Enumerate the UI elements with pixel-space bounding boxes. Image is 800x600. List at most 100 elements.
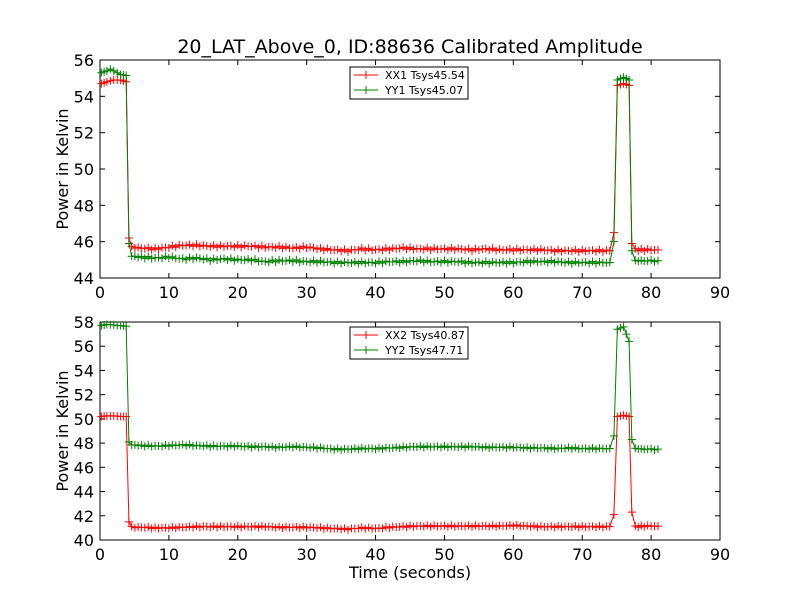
data-point bbox=[168, 252, 177, 261]
data-point bbox=[275, 255, 284, 264]
data-point bbox=[627, 246, 636, 255]
data-point bbox=[419, 443, 428, 452]
data-point bbox=[561, 444, 569, 453]
data-point bbox=[423, 256, 432, 265]
data-point bbox=[326, 444, 335, 453]
data-point bbox=[478, 245, 487, 254]
data-point bbox=[474, 258, 483, 267]
data-point bbox=[495, 258, 504, 267]
data-point bbox=[226, 241, 235, 250]
data-point bbox=[402, 258, 411, 267]
data-point bbox=[195, 523, 204, 532]
data-point bbox=[547, 245, 556, 254]
data-point bbox=[495, 443, 504, 452]
data-point bbox=[412, 443, 421, 452]
data-point bbox=[337, 445, 346, 454]
data-point bbox=[499, 442, 507, 451]
data-point bbox=[330, 259, 339, 268]
data-point bbox=[375, 245, 383, 254]
data-point bbox=[447, 257, 456, 266]
data-point bbox=[381, 257, 390, 266]
data-point bbox=[540, 257, 549, 266]
data-point bbox=[561, 258, 569, 267]
data-point bbox=[419, 522, 428, 531]
data-point bbox=[605, 522, 614, 531]
data-point bbox=[509, 259, 518, 268]
y-tick-label: 44 bbox=[74, 483, 94, 502]
legend: XX2 Tsys40.87 YY2 Tsys47.71 bbox=[349, 326, 469, 360]
data-point bbox=[368, 246, 377, 255]
data-point bbox=[443, 522, 452, 531]
data-point bbox=[195, 242, 204, 251]
data-point bbox=[257, 521, 266, 530]
data-point bbox=[247, 242, 256, 251]
data-point bbox=[237, 523, 246, 532]
data-point bbox=[443, 443, 452, 452]
data-point bbox=[447, 521, 456, 530]
data-point bbox=[209, 441, 218, 450]
data-point bbox=[543, 444, 552, 453]
data-point bbox=[161, 440, 170, 449]
data-point bbox=[595, 257, 604, 266]
data-point bbox=[399, 442, 408, 451]
data-point bbox=[319, 524, 328, 533]
data-point bbox=[223, 256, 232, 265]
data-point bbox=[122, 71, 131, 80]
data-point bbox=[571, 443, 580, 452]
data-point bbox=[523, 443, 532, 452]
data-point bbox=[151, 243, 160, 252]
data-point bbox=[574, 259, 583, 268]
data-point bbox=[261, 243, 270, 252]
series-1 bbox=[97, 411, 662, 534]
data-point bbox=[344, 247, 352, 256]
data-point bbox=[271, 243, 280, 252]
data-point bbox=[292, 442, 301, 451]
data-point bbox=[309, 256, 318, 265]
data-point bbox=[409, 256, 418, 265]
data-point bbox=[264, 443, 273, 452]
data-point bbox=[209, 241, 218, 250]
data-point bbox=[540, 443, 549, 452]
data-point bbox=[426, 522, 435, 531]
data-point bbox=[333, 444, 342, 453]
x-tick-label: 20 bbox=[228, 283, 248, 302]
data-point bbox=[578, 245, 587, 254]
data-point bbox=[164, 442, 173, 451]
subplot-2: 0 10 20 30 40 50 60 70 80 90 40 42 44 46 48 50 52 54 56 58 P… bbox=[53, 313, 730, 582]
data-point bbox=[213, 523, 222, 532]
data-point bbox=[220, 254, 228, 263]
x-tick-label: 60 bbox=[503, 283, 523, 302]
data-point bbox=[461, 245, 470, 254]
data-point bbox=[536, 244, 545, 253]
data-point bbox=[647, 256, 656, 265]
data-point bbox=[292, 522, 301, 531]
data-point bbox=[378, 246, 387, 255]
data-point bbox=[512, 520, 521, 529]
data-point bbox=[195, 441, 204, 450]
data-point bbox=[550, 247, 559, 256]
data-point bbox=[625, 412, 634, 421]
data-point bbox=[223, 442, 232, 451]
y-tick-label: 40 bbox=[74, 531, 94, 550]
data-point bbox=[471, 521, 480, 530]
data-point bbox=[423, 442, 432, 451]
data-point bbox=[206, 523, 215, 532]
data-point bbox=[399, 243, 408, 252]
data-point bbox=[492, 522, 501, 531]
data-point bbox=[595, 245, 604, 254]
data-point bbox=[220, 242, 228, 251]
data-point bbox=[454, 244, 463, 253]
data-point bbox=[140, 523, 149, 532]
data-point bbox=[233, 521, 242, 530]
x-tick-label: 80 bbox=[641, 283, 661, 302]
data-point bbox=[171, 524, 180, 533]
data-point bbox=[533, 523, 542, 532]
data-point bbox=[202, 441, 211, 450]
data-point bbox=[509, 443, 518, 452]
data-point bbox=[625, 337, 634, 346]
data-point bbox=[137, 252, 146, 261]
data-point bbox=[650, 257, 659, 266]
data-point bbox=[481, 442, 490, 451]
data-point bbox=[643, 521, 652, 530]
data-point bbox=[523, 245, 532, 254]
